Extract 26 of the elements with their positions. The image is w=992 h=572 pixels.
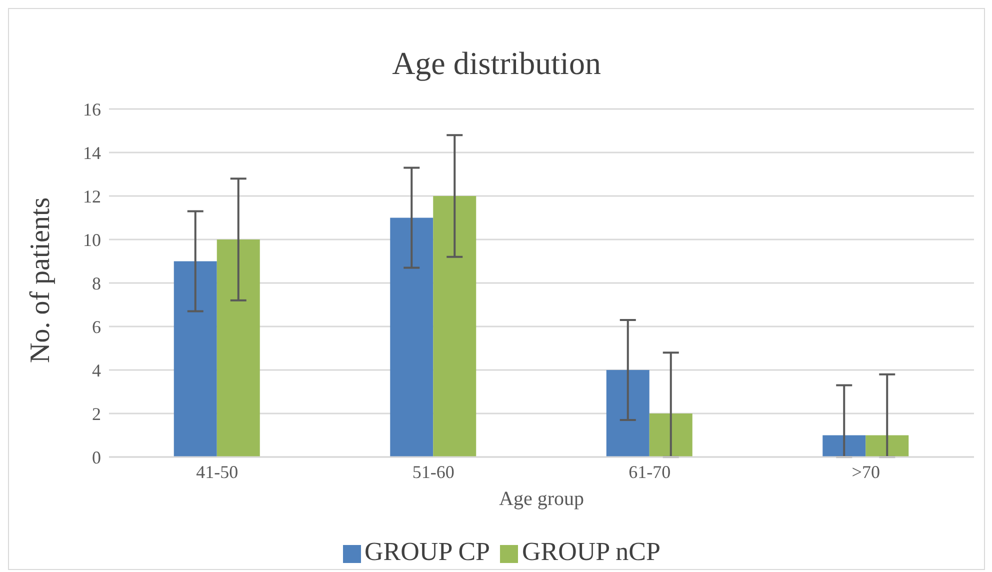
y-tick-label: 4 [92, 360, 101, 380]
bar [216, 240, 260, 457]
y-tick-label: 10 [83, 230, 101, 250]
y-tick-label: 0 [92, 447, 101, 468]
x-tick-label: >70 [852, 462, 880, 482]
bar [866, 435, 909, 457]
x-tick-label: 51-60 [412, 462, 454, 482]
y-tick-label: 2 [92, 404, 101, 424]
chart-title: Age distribution [391, 45, 602, 82]
x-tick-label: 61-70 [628, 462, 671, 482]
y-tick-label: 14 [83, 142, 101, 163]
bar [390, 218, 434, 457]
bar [822, 435, 866, 457]
y-tick-label: 6 [92, 316, 101, 337]
x-axis-title: Age group [499, 488, 584, 510]
y-tick-label: 16 [83, 99, 101, 120]
bar [174, 261, 217, 457]
legend-label: GROUP CP [364, 537, 490, 566]
y-axis-title: No. of patients [24, 197, 56, 363]
legend-label: GROUP nCP [522, 537, 660, 566]
bar [649, 414, 692, 457]
x-tick-label: 41-50 [196, 462, 238, 482]
bar [606, 370, 650, 457]
bar [433, 196, 476, 457]
y-tick-label: 8 [92, 273, 101, 294]
y-tick-label: 12 [83, 186, 101, 206]
